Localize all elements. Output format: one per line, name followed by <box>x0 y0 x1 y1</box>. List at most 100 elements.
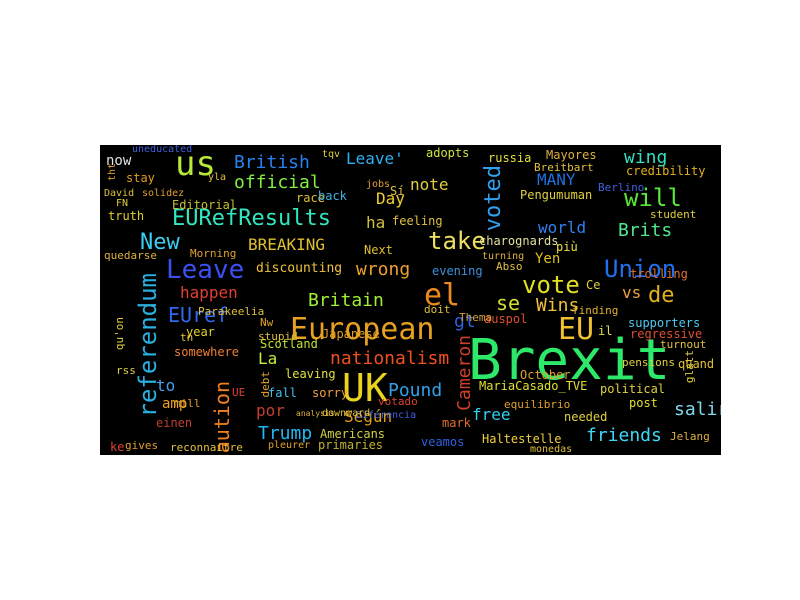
word: leaving <box>285 367 336 381</box>
word: votado <box>378 395 418 408</box>
word: por <box>256 401 285 420</box>
word: amp <box>162 396 188 412</box>
word: EUref <box>168 303 229 327</box>
word: glatt <box>683 350 696 384</box>
word: Wins <box>536 295 580 316</box>
word: Cameron <box>454 335 475 411</box>
word: friends <box>586 425 662 446</box>
word: nationalism <box>330 348 450 369</box>
word: Leave' <box>346 149 404 168</box>
word: yla <box>208 172 227 183</box>
word: analysis <box>296 409 335 418</box>
word: MANY <box>537 170 576 189</box>
word: year <box>186 325 215 339</box>
word: solidez <box>142 188 185 199</box>
word: Según <box>344 407 393 426</box>
word: Breitbart <box>534 161 594 174</box>
word: turnout <box>660 338 707 351</box>
word: Haltestelle <box>482 432 562 446</box>
word: Editorial <box>172 198 238 212</box>
word: pleurer <box>268 440 311 451</box>
word: vs <box>622 283 642 302</box>
word: La <box>258 349 278 368</box>
word: regressive <box>630 327 703 341</box>
word: debt <box>259 371 272 398</box>
word: Brits <box>618 220 673 241</box>
word: referendum <box>134 273 162 418</box>
word: evening <box>432 264 483 278</box>
word: stay <box>126 171 155 185</box>
word: Thema <box>459 311 493 324</box>
word: veamos <box>421 435 465 449</box>
word: Pound <box>388 380 443 401</box>
word: charognards <box>479 234 559 248</box>
word: qu'on <box>113 317 126 351</box>
word: BREAKING <box>248 235 326 254</box>
word: equilibrio <box>504 398 571 411</box>
word: adopts <box>426 146 470 160</box>
word: note <box>410 175 449 194</box>
word: el <box>424 278 461 313</box>
word: tn <box>180 331 194 344</box>
word: Union <box>604 255 677 283</box>
word: quand <box>678 357 715 371</box>
word: tht <box>107 163 118 182</box>
word: Brexit <box>468 328 671 393</box>
word: FN <box>116 198 129 209</box>
word: salir <box>674 399 721 420</box>
word: ha <box>366 213 386 232</box>
word: stupid <box>258 330 298 343</box>
word: se <box>496 291 521 315</box>
word: Abso <box>496 260 523 273</box>
word: Sí <box>390 184 405 198</box>
word: più <box>556 240 578 254</box>
word: tqv <box>322 149 341 160</box>
word: russia <box>488 151 532 165</box>
word: finding <box>572 304 619 317</box>
word: somewhere <box>174 345 240 359</box>
word: race <box>296 191 325 205</box>
word: student <box>650 208 697 221</box>
word: sorry <box>312 386 349 400</box>
word: Trump <box>258 423 313 444</box>
word: Ce <box>586 278 601 292</box>
word: will <box>624 184 682 212</box>
word: Parakeelia <box>198 305 265 318</box>
word: fall <box>268 386 297 400</box>
word: quedarse <box>104 249 157 262</box>
word: pensions <box>622 356 675 369</box>
word: monedas <box>530 444 573 455</box>
word: auspol <box>484 312 528 326</box>
word: us <box>175 145 216 184</box>
word: political <box>600 382 666 396</box>
word: trolling <box>630 267 688 281</box>
word: Scotland <box>260 337 318 351</box>
word: happen <box>180 283 238 302</box>
word: Leave <box>166 255 245 285</box>
word: UK <box>342 366 388 410</box>
word: gt <box>454 311 476 332</box>
word: Diferencia <box>356 410 417 421</box>
word: Britain <box>308 290 384 311</box>
word: UE <box>232 386 246 399</box>
word-cloud: Brexit UK European EU us Leave EURefResu… <box>100 145 721 455</box>
word: Americans <box>320 427 386 441</box>
word: to <box>156 376 176 395</box>
word: discounting <box>256 261 343 276</box>
word: Day <box>376 189 405 208</box>
word: EURefResults <box>172 206 331 231</box>
word: vote <box>522 271 580 299</box>
word: credibility <box>626 164 706 178</box>
word: einen <box>156 416 193 430</box>
word: post <box>629 396 658 410</box>
word: European <box>290 312 435 347</box>
word: David <box>104 188 135 199</box>
word: supporters <box>628 316 701 330</box>
word: Nw <box>260 316 274 329</box>
word: doit <box>424 303 451 316</box>
word: official <box>234 172 321 193</box>
word: primaries <box>318 438 384 452</box>
word: world <box>538 218 587 237</box>
word: feeling <box>392 214 443 228</box>
word: Yen <box>535 251 561 267</box>
